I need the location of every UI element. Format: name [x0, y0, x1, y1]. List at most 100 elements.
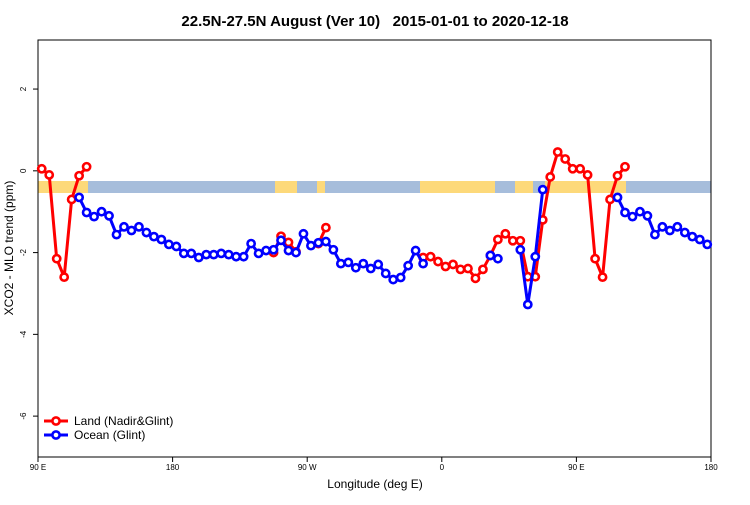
point [291, 247, 301, 258]
legend-marker [51, 430, 61, 440]
point [313, 237, 324, 248]
point [306, 240, 316, 251]
point [515, 244, 526, 255]
point [567, 163, 578, 174]
point [627, 211, 638, 222]
point [403, 260, 414, 271]
land-strip [515, 181, 533, 193]
x-tick-label: 0 [440, 463, 445, 472]
point [425, 251, 436, 262]
point [380, 268, 391, 279]
x-tick-label: 90 E [568, 463, 584, 472]
point [545, 172, 556, 182]
point [81, 207, 92, 218]
point [149, 231, 159, 242]
point [276, 235, 286, 246]
point [455, 264, 466, 275]
point [126, 225, 137, 236]
legend-label: Ocean (Glint) [74, 428, 145, 442]
point [163, 239, 174, 250]
y-tick-label: -6 [19, 412, 28, 420]
point [679, 227, 690, 238]
x-tick-label: 180 [704, 463, 718, 472]
plot-frame [37, 39, 712, 458]
point [657, 221, 668, 232]
point [193, 252, 204, 263]
point [560, 154, 571, 164]
point [216, 248, 227, 259]
point [537, 184, 548, 195]
point [96, 206, 107, 217]
point [59, 272, 70, 283]
point [134, 221, 144, 232]
point [687, 231, 698, 242]
point [433, 256, 443, 267]
point [672, 221, 683, 232]
point [320, 222, 331, 233]
point [208, 249, 219, 260]
point [515, 235, 526, 246]
point [268, 244, 279, 255]
point [81, 161, 92, 172]
point [44, 170, 55, 180]
legend-marker [51, 416, 61, 426]
land-strip [317, 181, 325, 193]
point [485, 250, 496, 261]
point [463, 263, 473, 274]
point [612, 170, 623, 181]
legend-label: Land (Nadir&Glint) [74, 414, 173, 428]
point [582, 170, 593, 180]
point [104, 210, 114, 221]
point [478, 264, 488, 275]
point [448, 259, 458, 270]
point [261, 245, 271, 256]
point [74, 170, 85, 181]
chart-title: 22.5N-27.5N August (Ver 10) 2015-01-01 t… [181, 13, 568, 30]
point [74, 192, 85, 203]
point [590, 253, 600, 264]
point [373, 259, 384, 270]
point [178, 248, 189, 259]
point [597, 272, 608, 283]
point [238, 251, 249, 262]
point [201, 249, 212, 260]
map-strip [38, 181, 711, 193]
point [620, 207, 630, 218]
legend: Land (Nadir&Glint)Ocean (Glint) [44, 414, 173, 442]
point [410, 245, 421, 256]
point [530, 251, 541, 262]
land-strip [275, 181, 297, 193]
point [298, 228, 309, 239]
point [388, 274, 399, 285]
point [156, 234, 167, 245]
point [440, 261, 451, 272]
point [89, 211, 99, 222]
point [395, 272, 406, 283]
point [418, 258, 429, 269]
land-strip [545, 181, 626, 193]
point [343, 257, 354, 268]
point [605, 194, 615, 205]
point [246, 238, 257, 249]
point [642, 210, 653, 221]
y-tick-label: 2 [19, 86, 28, 91]
point [253, 248, 264, 259]
point [664, 225, 675, 236]
point [500, 228, 511, 239]
point [507, 235, 518, 246]
x-tick-label: 180 [166, 463, 180, 472]
point [66, 194, 77, 205]
point [702, 239, 713, 250]
point [36, 163, 47, 174]
point [231, 251, 242, 262]
point [335, 258, 346, 269]
y-tick-label: -2 [19, 248, 28, 256]
point [492, 234, 503, 245]
point [51, 253, 62, 264]
point [141, 227, 152, 238]
point [365, 263, 376, 274]
point [635, 206, 645, 217]
point [283, 245, 294, 256]
